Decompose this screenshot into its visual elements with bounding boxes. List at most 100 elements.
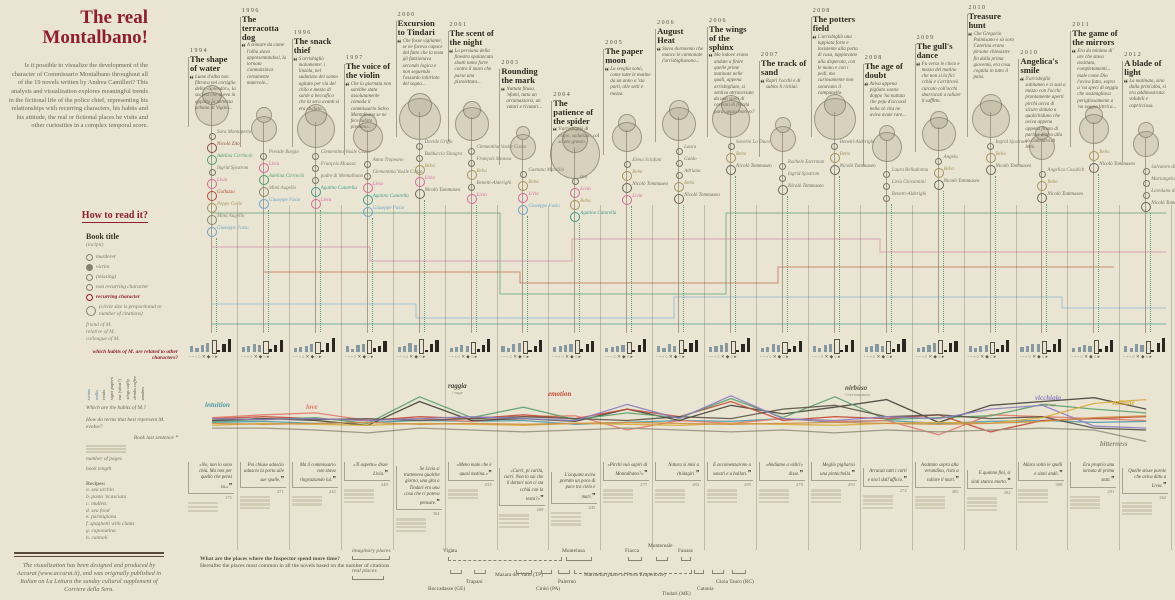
character-row: Mariangela De Rosa	[1120, 177, 1175, 188]
last-sentence-box: Arrunzò tutti i carti e niscì dall'uffic…	[862, 468, 909, 510]
habit-icons-row: -~▫○✕◆○▸	[292, 354, 323, 359]
habit-bar	[1025, 346, 1029, 352]
character-circle-icon	[519, 170, 527, 178]
citation-bubble	[516, 126, 531, 140]
recipe-item: h. cannoli	[86, 534, 108, 541]
habit-bar	[397, 347, 401, 352]
character-row: Preside Burgio	[238, 150, 338, 161]
character-spine	[678, 117, 680, 333]
last-sentence-box: Era proprio una iornata di prima stati.”…	[1070, 462, 1117, 510]
character-name: Beba	[684, 181, 695, 186]
character-circle-icon	[933, 168, 944, 178]
character-row: Laura	[653, 145, 753, 156]
character-circle-icon	[674, 194, 685, 204]
credits: The visualization has been designed and …	[14, 552, 164, 594]
habit-bar	[948, 343, 953, 352]
habit-bar	[932, 343, 936, 352]
habit-icons-row: -~▫○✕◆○▸	[240, 354, 271, 359]
character-row: Beba	[965, 152, 1065, 163]
place-bracket	[694, 570, 704, 574]
book-year: 2005	[605, 40, 624, 46]
habit-bar	[782, 342, 788, 354]
character-name: Livia	[268, 162, 280, 167]
title-leader-line	[707, 27, 708, 137]
recipe-item: d. sea food	[86, 507, 110, 514]
character-spine	[574, 147, 576, 333]
character-row: Ingrid Sjostrom	[186, 166, 286, 177]
habit-bar	[539, 340, 543, 352]
character-spine	[1145, 137, 1147, 333]
place-label: Gioia Tauro (RC)	[716, 579, 754, 585]
character-circle-icon	[829, 165, 840, 175]
character-circle-icon	[312, 152, 320, 160]
character-name: Adelina Cirrinciò	[268, 174, 305, 179]
place-label: Marinella (place of Porto Empedocle)	[584, 572, 666, 578]
character-name: Clementina Vasile Cozzo	[476, 145, 527, 150]
book-length-bars	[1018, 489, 1064, 504]
book-year: 2006	[657, 20, 676, 26]
character-row: Nicolò Tommaseo	[1016, 192, 1116, 203]
habit-bar	[818, 348, 822, 352]
column-separator	[859, 205, 861, 550]
character-row: Angela	[913, 155, 1013, 166]
habit-bar	[569, 344, 573, 352]
book-length-bars	[188, 501, 234, 512]
character-circle-icon	[1142, 167, 1150, 175]
book-length-bars	[343, 489, 390, 504]
recurring-icon	[86, 293, 93, 301]
habit-bar	[345, 346, 349, 352]
habit-bar	[1093, 340, 1100, 354]
book-incipit: L'arrisbigliò una tuppiata forte e insis…	[812, 34, 859, 98]
character-row: Saverio Lo Duca	[705, 140, 805, 151]
character-circle-icon	[1141, 202, 1152, 212]
column-separator	[1067, 205, 1069, 550]
habit-bar	[798, 341, 802, 352]
habit-bar	[517, 343, 521, 352]
habit-bar	[1052, 344, 1056, 352]
character-row: Nicolò Tommaseo	[601, 182, 701, 193]
title-leader-line	[1122, 61, 1124, 162]
place-bracket	[712, 570, 724, 574]
habit-bar	[736, 350, 740, 352]
murderer-icon	[86, 253, 93, 261]
habit-bar	[1031, 344, 1035, 352]
character-circle-icon	[207, 203, 217, 213]
title-leader-line	[239, 17, 241, 147]
habit-icons-row: -~▫○✕◆○▸	[967, 354, 998, 359]
page-number: 279	[796, 482, 803, 488]
last-sentence-text: «Ti aspetto» disse Livia.”	[343, 462, 390, 482]
habit-bar	[657, 346, 661, 352]
character-name: Sara Montaperto	[217, 130, 252, 135]
habit-bar	[585, 344, 589, 352]
habit-bar	[580, 349, 584, 352]
character-circle-icon	[258, 199, 269, 209]
book-title: Rounding the mark	[501, 66, 538, 85]
character-circle-icon	[883, 194, 891, 202]
habit-bar	[689, 343, 693, 352]
book-length-bars	[707, 489, 753, 504]
character-name: Agatino Catarella	[320, 186, 357, 191]
character-row: Salvatore di Marta	[1120, 165, 1175, 176]
habit-icons-row: -~▫○✕◆○▸	[1019, 354, 1050, 359]
character-row: Peppe Gallo	[186, 202, 286, 213]
term-label-vicchiaia: vicchiaia / old age	[1035, 394, 1062, 407]
habit-bar	[1110, 340, 1114, 352]
character-name: Benetti-Alderighi	[839, 140, 875, 145]
book-year: 2010	[1020, 50, 1039, 56]
character-circle-icon	[883, 170, 891, 178]
habit-bar	[897, 344, 901, 352]
column-separator	[392, 205, 394, 550]
habit-bar	[615, 346, 620, 352]
column-separator	[963, 205, 965, 550]
character-name: Beba	[943, 167, 954, 172]
book-year: 1994	[190, 48, 208, 54]
character-row: Livia	[238, 162, 338, 173]
imaginary-places-label: imaginary places	[352, 548, 391, 554]
last-sentence-text: Quelle stisse parole che aviva dittu a L…	[1122, 468, 1169, 494]
citation-bubble	[1085, 106, 1104, 124]
